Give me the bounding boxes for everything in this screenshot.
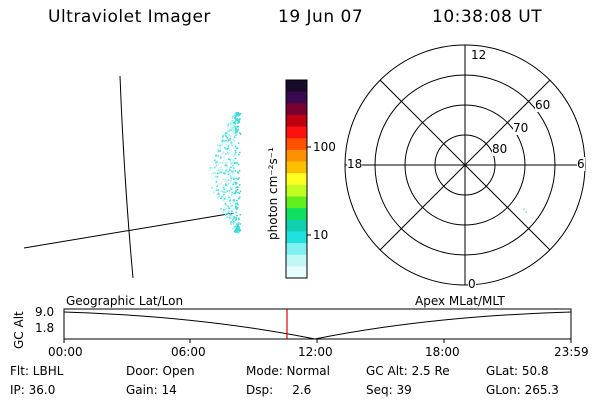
polar-emission-dots xyxy=(523,208,527,213)
lat-label-70: 70 xyxy=(513,121,529,135)
timeline-xtick-1200: 12:00 xyxy=(298,345,333,359)
colorbar-segment xyxy=(286,80,307,93)
lat-label-80: 80 xyxy=(492,142,508,156)
mlt-label-12: 12 xyxy=(471,48,487,62)
parallel-line xyxy=(23,212,235,249)
info-glon: GLon: 265.3 xyxy=(486,383,559,397)
timeline-xtick-1800: 18:00 xyxy=(425,345,460,359)
colorbar-segment xyxy=(286,161,307,174)
colorbar-segment xyxy=(286,243,307,256)
mlt-label-18: 18 xyxy=(347,157,363,171)
colorbar-tick-10: 10 xyxy=(313,228,329,242)
colorbar-segment xyxy=(286,138,307,151)
colorbar-segment xyxy=(286,219,307,233)
info-mode: Mode: Normal xyxy=(246,364,330,378)
info-gc-alt: GC Alt: 2.5 Re xyxy=(366,364,450,378)
polar-diagonal-2 xyxy=(379,79,551,251)
colorbar-segment xyxy=(286,208,307,221)
info-dsp: Dsp: 2.6 xyxy=(246,383,312,397)
colorbar-segment xyxy=(286,184,307,198)
info-gain: Gain: 14 xyxy=(126,383,177,397)
date-label: 19 Jun 07 xyxy=(278,7,364,27)
colorbar-tick-100: 100 xyxy=(313,140,336,154)
mlt-label-6: 6 xyxy=(577,157,585,171)
auroral-emission xyxy=(209,112,242,234)
info-seq: Seq: 39 xyxy=(366,383,412,397)
timeline-right-label: Apex MLat/MLT xyxy=(415,294,505,308)
timeline-ytick-1.8: 1.8 xyxy=(35,321,55,335)
time-label: 10:38:08 UT xyxy=(432,7,543,27)
instrument-title: Ultraviolet Imager xyxy=(48,7,211,27)
altitude-curve xyxy=(63,311,572,340)
colorbar-segment xyxy=(286,114,307,128)
colorbar-segment xyxy=(286,173,307,186)
colorbar-segment xyxy=(286,91,307,104)
colorbar-segment xyxy=(286,103,307,116)
colorbar-segment xyxy=(286,149,307,163)
meridian-line xyxy=(119,75,134,279)
timeline-xtick-0600: 06:00 xyxy=(171,345,206,359)
info-ip: IP: 36.0 xyxy=(10,383,56,397)
colorbar-segment xyxy=(286,126,307,139)
timeline-left-label: Geographic Lat/Lon xyxy=(66,294,184,308)
info-door: Door: Open xyxy=(126,364,195,378)
info-glat: GLat: 50.8 xyxy=(486,364,549,378)
info-filter: Flt: LBHL xyxy=(10,364,64,378)
colorbar-segment xyxy=(286,196,307,209)
timeline-xtick-0000: 00:00 xyxy=(48,345,83,359)
timeline-xtick-2359: 23:59 xyxy=(554,345,589,359)
colorbar-segment xyxy=(286,266,307,279)
mlt-label-0: 0 xyxy=(468,277,476,291)
timeline-frame xyxy=(63,308,572,340)
timeline-ytick-9: 9.0 xyxy=(35,305,55,319)
colorbar-segment xyxy=(286,231,307,244)
colorbar-segment xyxy=(286,254,307,267)
lat-label-60: 60 xyxy=(535,98,551,112)
